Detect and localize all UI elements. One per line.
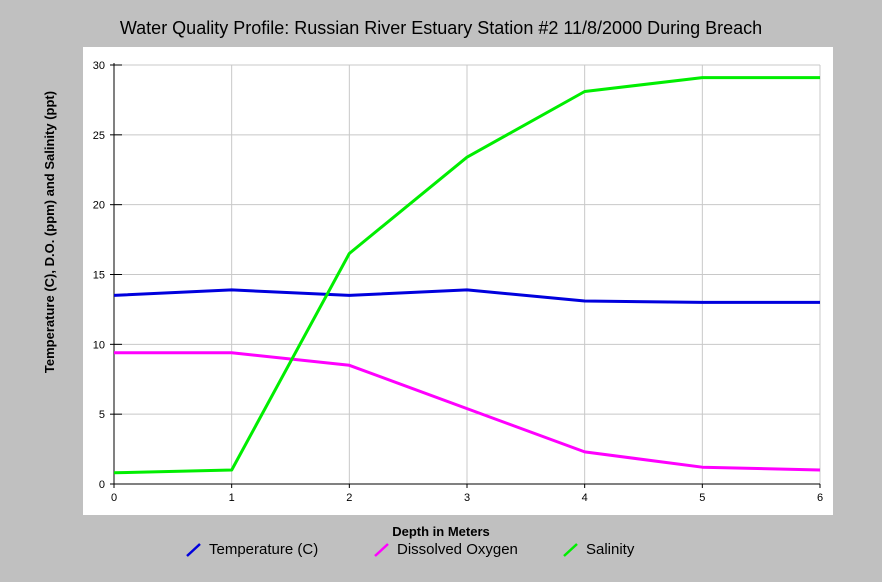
legend-swatch-dissolved-oxygen [374, 542, 389, 557]
legend-swatch-salinity [563, 542, 578, 557]
series-line-temperature-c [113, 288, 820, 304]
series-line-salinity [113, 76, 820, 475]
y-tick-label: 15 [93, 270, 105, 282]
legend-label-dissolved-oxygen: Dissolved Oxygen [397, 541, 518, 558]
legend-swatch-line-temperature [186, 542, 201, 557]
y-tick-label: 5 [99, 409, 105, 421]
legend-swatch-line-salinity [563, 542, 578, 557]
legend-swatch-line-dissolved-oxygen [374, 542, 389, 557]
legend-item-salinity: Salinity [563, 541, 634, 558]
x-tick-label: 3 [464, 492, 470, 504]
legend-label-temperature: Temperature (C) [209, 541, 319, 558]
x-tick-label: 5 [699, 492, 705, 504]
legend-label-salinity: Salinity [586, 541, 635, 558]
legend: Temperature (C) Dissolved Oxygen Salinit… [0, 541, 882, 565]
series-line-dissolved-oxygen [114, 351, 821, 472]
y-tick-label: 30 [93, 60, 105, 72]
plot-panel: 0 1 2 3 4 5 6 0 5 10 15 20 25 30 [83, 47, 833, 515]
x-axis-label: Depth in Meters [392, 524, 490, 539]
x-tick-label: 1 [229, 492, 235, 504]
y-tick-label: 10 [93, 339, 105, 351]
y-tick-label: 20 [93, 200, 105, 212]
y-tick-label: 25 [93, 130, 105, 142]
legend-item-dissolved-oxygen: Dissolved Oxygen [374, 541, 518, 558]
x-tick-label: 0 [111, 492, 117, 504]
legend-swatch-temperature [186, 542, 201, 557]
chart-svg: 0 1 2 3 4 5 6 0 5 10 15 20 25 30 [93, 60, 823, 504]
chart-title: Water Quality Profile: Russian River Est… [119, 18, 763, 38]
x-tick-label: 2 [346, 492, 352, 504]
y-axis-label: Temperature (C), D.O. (ppm) and Salinity… [42, 90, 57, 374]
x-tick-label: 4 [582, 492, 588, 504]
legend-item-temperature: Temperature (C) [186, 541, 318, 558]
x-tick-label: 6 [817, 492, 823, 504]
y-tick-label: 0 [99, 479, 105, 491]
